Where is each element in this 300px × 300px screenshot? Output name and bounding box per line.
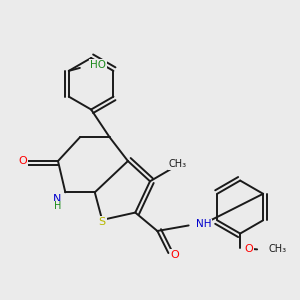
Text: S: S [99, 217, 106, 227]
Text: O: O [244, 244, 253, 254]
Text: O: O [171, 250, 179, 260]
Text: O: O [18, 156, 27, 166]
Text: HO: HO [90, 60, 106, 70]
Text: H: H [54, 201, 61, 211]
Text: CH₃: CH₃ [169, 159, 187, 169]
Text: N: N [53, 194, 61, 204]
Text: CH₃: CH₃ [268, 244, 286, 254]
Text: NH: NH [196, 219, 212, 229]
